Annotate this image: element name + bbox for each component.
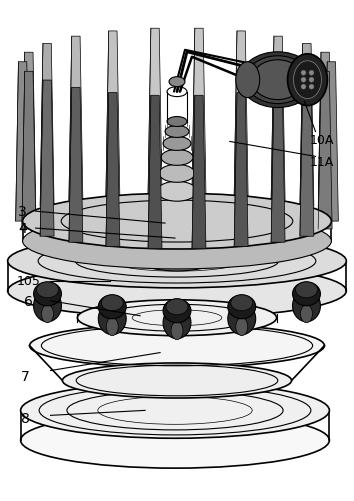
Ellipse shape [301,78,306,83]
Polygon shape [324,63,338,221]
Ellipse shape [301,305,313,323]
Text: 7: 7 [21,369,30,383]
Text: 8: 8 [21,411,30,425]
Ellipse shape [23,214,331,270]
Ellipse shape [167,117,187,127]
Polygon shape [192,29,206,194]
Ellipse shape [165,126,189,138]
Ellipse shape [161,150,193,166]
Polygon shape [148,29,162,194]
Ellipse shape [243,260,251,264]
Ellipse shape [240,53,315,108]
Ellipse shape [163,307,191,339]
Bar [182,258,190,266]
Polygon shape [22,72,36,229]
Ellipse shape [21,412,330,468]
Ellipse shape [8,234,346,288]
Ellipse shape [8,265,346,318]
Ellipse shape [171,322,183,340]
Polygon shape [40,81,54,236]
Polygon shape [106,93,120,247]
Text: 4: 4 [18,221,27,235]
Polygon shape [148,96,162,249]
Polygon shape [106,32,120,196]
Ellipse shape [309,78,314,83]
Ellipse shape [163,137,191,151]
Polygon shape [234,93,248,247]
Polygon shape [271,88,285,242]
Text: 6: 6 [24,294,33,308]
Ellipse shape [301,85,306,90]
Ellipse shape [34,282,62,306]
Ellipse shape [34,290,62,322]
Polygon shape [40,45,54,206]
Ellipse shape [137,247,217,272]
Polygon shape [16,63,30,221]
Ellipse shape [163,299,191,323]
Ellipse shape [30,324,324,368]
Ellipse shape [78,300,276,336]
Bar [164,258,172,266]
Ellipse shape [157,182,197,202]
Text: 105: 105 [17,275,40,288]
Ellipse shape [41,305,53,323]
Ellipse shape [98,303,126,335]
Ellipse shape [228,295,256,319]
Polygon shape [69,37,83,200]
Ellipse shape [292,290,320,322]
Ellipse shape [169,78,185,88]
Ellipse shape [246,57,309,104]
Bar [173,258,181,266]
Ellipse shape [167,88,187,97]
Text: 10A: 10A [309,134,333,147]
Ellipse shape [159,165,195,183]
Ellipse shape [309,85,314,90]
Ellipse shape [301,71,306,76]
Ellipse shape [292,282,320,306]
Ellipse shape [236,63,260,98]
Bar [155,258,163,266]
Text: 3: 3 [18,205,27,219]
Bar [191,258,199,266]
Polygon shape [69,88,83,242]
Ellipse shape [103,260,111,264]
Ellipse shape [293,62,321,99]
Ellipse shape [287,55,327,106]
Ellipse shape [21,383,330,438]
Ellipse shape [296,282,318,298]
Ellipse shape [231,295,253,311]
Ellipse shape [106,318,118,336]
Ellipse shape [62,363,292,398]
Polygon shape [234,32,248,196]
Ellipse shape [23,194,331,249]
Ellipse shape [228,303,256,335]
Ellipse shape [166,299,188,315]
Polygon shape [300,81,314,236]
Polygon shape [318,72,332,229]
Polygon shape [318,53,332,214]
Polygon shape [271,37,285,200]
Ellipse shape [98,295,126,319]
Ellipse shape [252,61,303,100]
Polygon shape [300,45,314,206]
Ellipse shape [309,71,314,76]
Polygon shape [22,53,36,214]
Ellipse shape [101,295,123,311]
Polygon shape [192,96,206,249]
Text: 11A: 11A [309,155,333,168]
Ellipse shape [236,318,248,336]
Ellipse shape [36,282,58,298]
